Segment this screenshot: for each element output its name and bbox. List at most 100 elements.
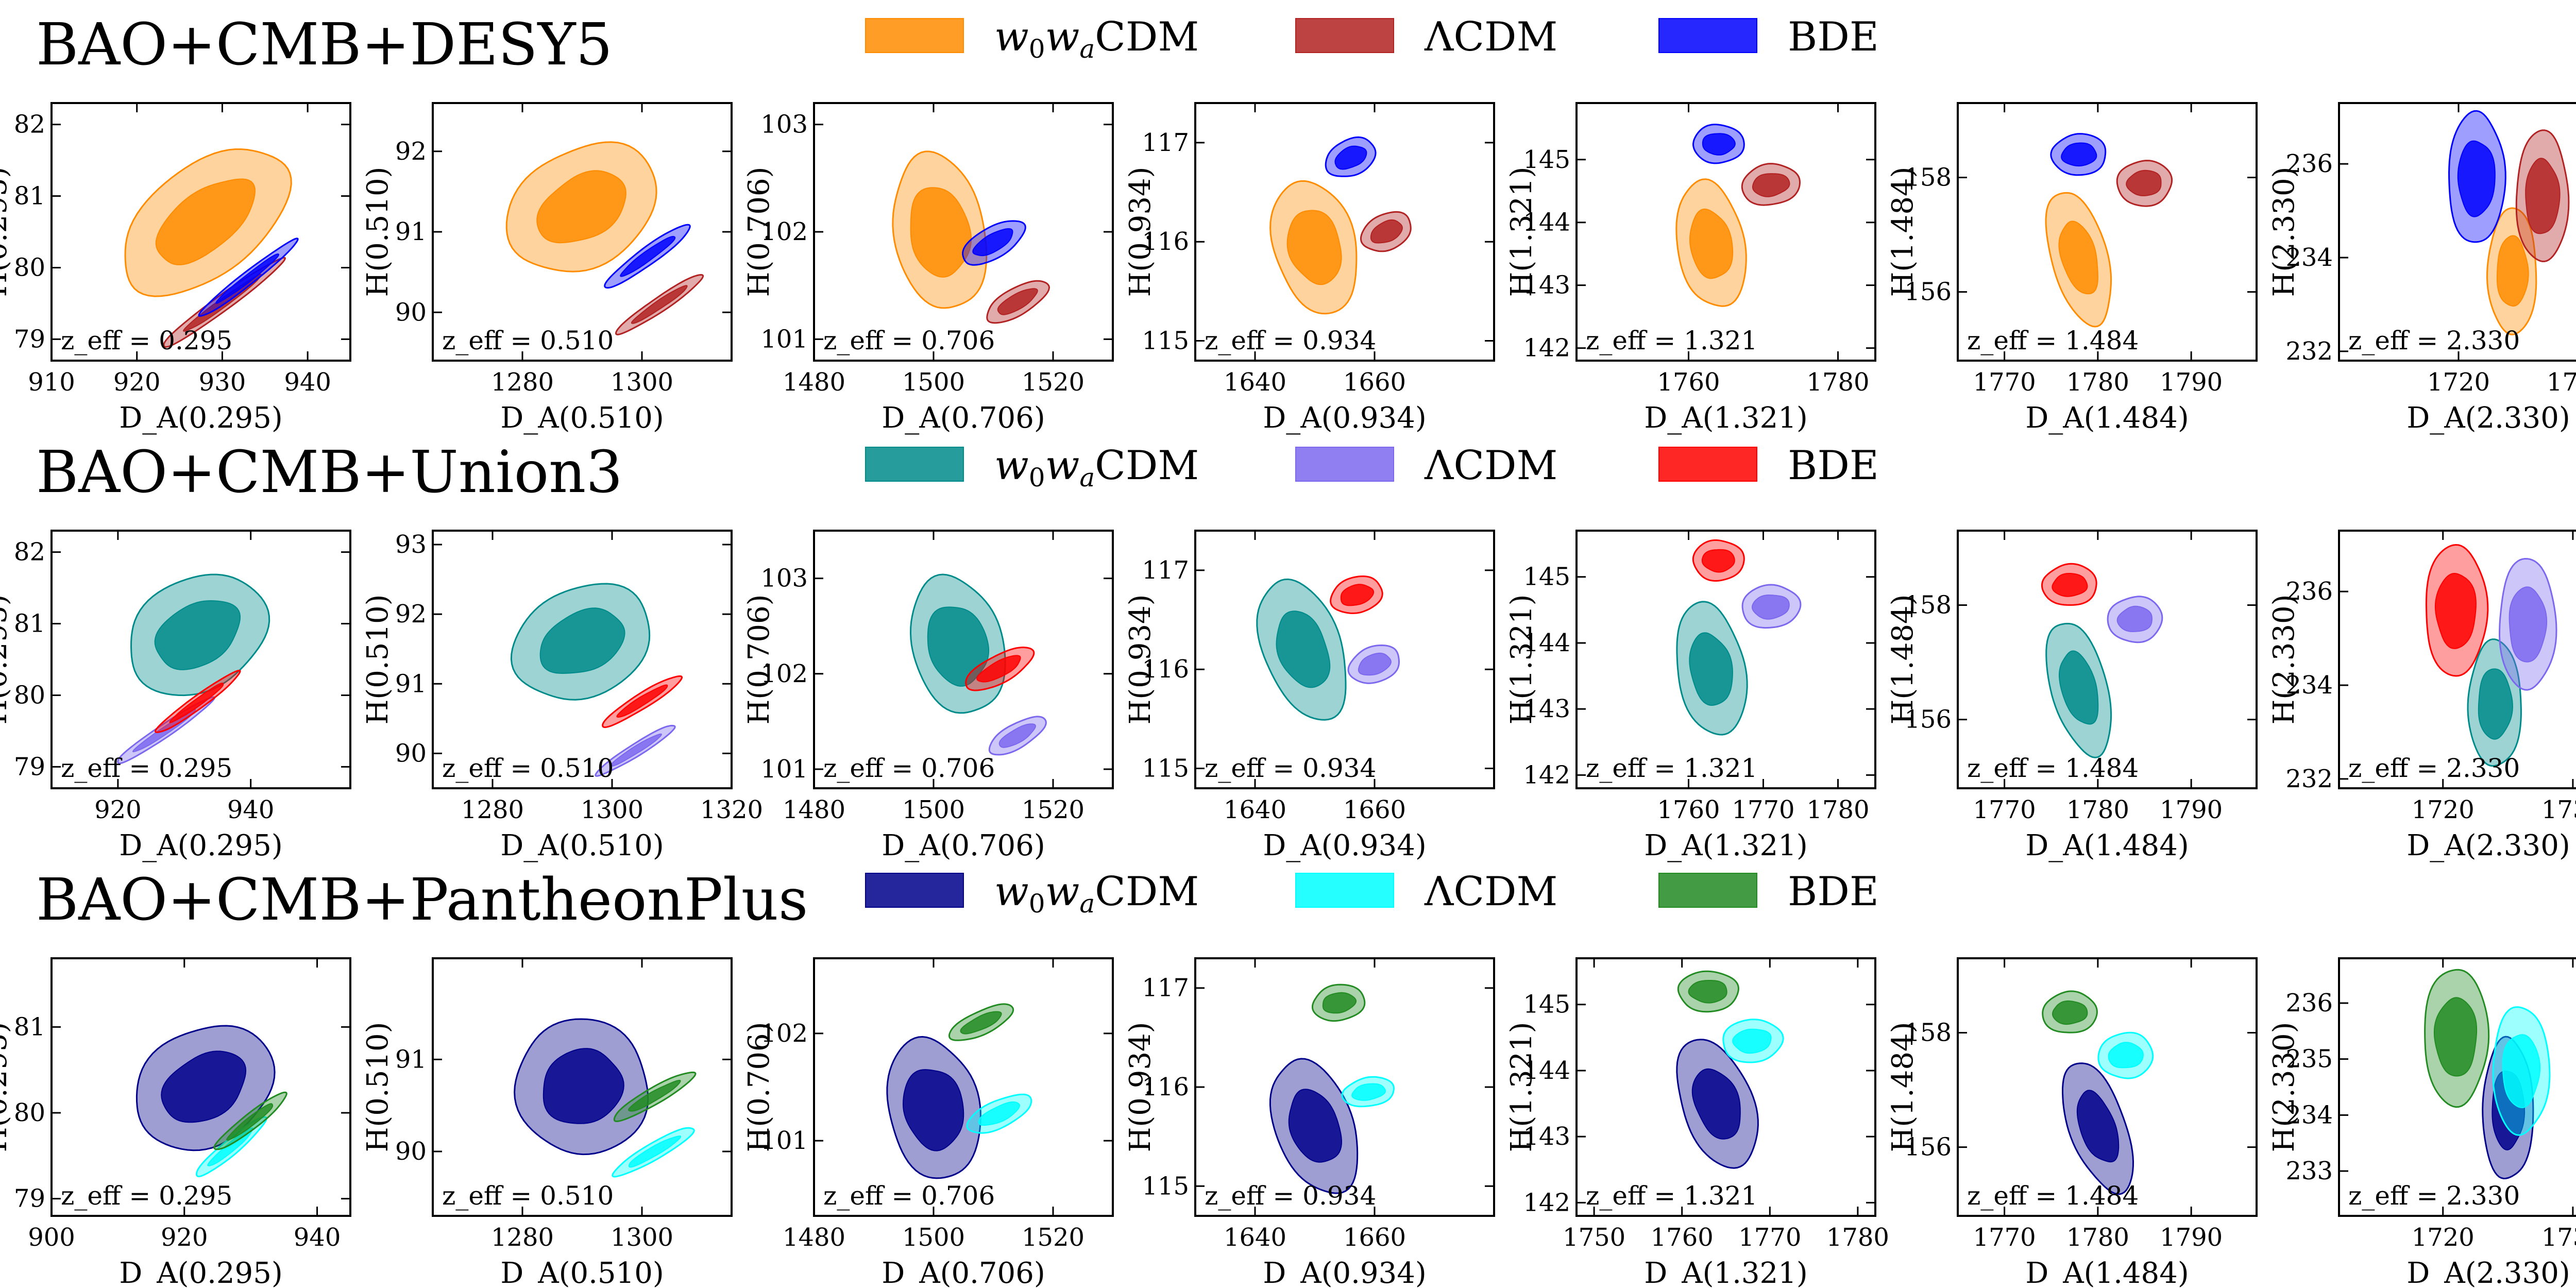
contours: [2448, 110, 2570, 335]
contours: [514, 1018, 697, 1178]
legend-label: BDE: [1788, 443, 1879, 489]
y-axis-label: H(1.321): [1505, 167, 1538, 297]
y-axis-label: H(2.330): [2267, 167, 2301, 297]
z-eff-label: z_eff = 0.706: [823, 753, 995, 783]
y-tick-label: 236: [2285, 149, 2333, 178]
y-axis-label: H(1.321): [1505, 595, 1538, 725]
contour-1sigma-LCDM: [1358, 652, 1392, 676]
y-axis-label: H(0.510): [361, 595, 395, 725]
legend-label: w0waCDM: [994, 14, 1199, 64]
y-tick-label: 80: [14, 681, 45, 709]
legend-entry: ΛCDM: [1295, 443, 1557, 489]
x-tick-label: 1640: [1224, 795, 1286, 824]
legend-label: ΛCDM: [1424, 14, 1557, 60]
y-tick-label: 90: [395, 298, 427, 327]
y-tick-label: 158: [1904, 163, 1952, 192]
contour-1sigma-LCDM: [997, 288, 1038, 315]
contours: [2045, 133, 2173, 328]
x-axis-label: D_A(0.295): [119, 829, 282, 862]
panel-frame: [1194, 102, 1495, 362]
legend-label: w0waCDM: [994, 443, 1199, 493]
y-axis-label: H(0.934): [1124, 1022, 1157, 1153]
x-tick-label: 1480: [783, 795, 845, 824]
x-axis-label: D_A(0.510): [500, 1257, 664, 1288]
contours: [1269, 136, 1412, 315]
panel-frame: [1575, 530, 1876, 789]
y-tick-label: 236: [2285, 577, 2333, 606]
panel-z1.321: 1750 1760 1770 1780 142 143 144 145 D_A(1.321) H(…: [1505, 957, 1889, 1288]
z-eff-label: z_eff = 1.321: [1586, 1181, 1757, 1211]
x-axis-label: D_A(1.321): [1644, 829, 1807, 862]
panel-frame: [2338, 530, 2576, 789]
y-tick-label: 236: [2285, 989, 2333, 1018]
y-tick-label: 143: [1523, 1122, 1570, 1151]
panel-z2.330: 1720 1730 232 234 236 D_A(2.330) H(2.330) z_eff…: [2267, 102, 2576, 435]
z-eff-label: z_eff = 0.510: [442, 753, 614, 783]
y-tick-label: 81: [14, 1012, 45, 1041]
contour-1sigma-BDE: [1702, 133, 1736, 156]
row-3: BAO+CMB+PantheonPlus w0waCDM ΛCDM BDE 900 920…: [0, 867, 2576, 1288]
contours: [1676, 970, 1784, 1169]
x-axis-label: D_A(0.706): [882, 829, 1045, 862]
y-axis-label: H(2.330): [2267, 595, 2301, 725]
y-tick-label: 80: [14, 1098, 45, 1127]
contours: [909, 573, 1047, 756]
contour-1sigma-BDE: [1701, 549, 1735, 573]
panel-frame: [50, 102, 351, 362]
legend-swatch: [865, 18, 964, 53]
contours: [1269, 984, 1395, 1194]
y-tick-label: 115: [1142, 1172, 1189, 1200]
contour-1sigma-BDE: [2052, 1000, 2088, 1025]
z-eff-label: z_eff = 0.934: [1205, 753, 1376, 783]
x-tick-label: 1790: [2160, 368, 2223, 397]
x-tick-label: 1780: [2066, 795, 2129, 824]
x-tick-label: 1780: [1806, 795, 1869, 824]
legend-entry: BDE: [1658, 14, 1879, 60]
x-tick-label: 1500: [902, 795, 965, 824]
x-tick-label: 900: [28, 1223, 75, 1252]
legend-swatch: [1295, 873, 1394, 908]
x-axis-label: D_A(0.295): [119, 401, 282, 435]
x-tick-label: 1300: [611, 368, 673, 397]
x-tick-label: 1660: [1343, 1223, 1406, 1252]
y-tick-label: 92: [395, 137, 427, 166]
z-eff-label: z_eff = 0.295: [61, 326, 232, 355]
y-tick-label: 144: [1523, 208, 1570, 237]
panel-z0.510: 1280 1300 90 91 92 D_A(0.510) H(0.510) z_eff = …: [361, 102, 733, 435]
contours: [1675, 124, 1801, 307]
y-tick-label: 103: [760, 564, 808, 593]
panel-frame: [432, 957, 733, 1217]
y-tick-label: 144: [1523, 1056, 1570, 1085]
legend-label: ΛCDM: [1424, 869, 1557, 915]
x-tick-label: 1730: [2541, 795, 2576, 824]
contour-1sigma-w0waCDM: [1276, 611, 1331, 688]
y-axis-label: H(1.484): [1886, 167, 1920, 297]
contour-1sigma-BDE: [628, 1079, 681, 1112]
row-2: BAO+CMB+Union3 w0waCDM ΛCDM BDE 920 940 79 80 81…: [0, 439, 2576, 862]
x-tick-label: 1760: [1657, 368, 1720, 397]
contour-1sigma-w0waCDM: [2076, 1090, 2120, 1163]
contour-1sigma-w0waCDM: [543, 1048, 624, 1124]
legend-swatch: [1658, 447, 1757, 482]
contour-1sigma-w0waCDM: [910, 187, 972, 278]
row-title: BAO+CMB+PantheonPlus: [36, 867, 808, 934]
panel-z0.934: 1640 1660 115 116 117 D_A(0.934) H(0.934) z_eff…: [1124, 957, 1495, 1288]
y-tick-label: 91: [395, 1045, 427, 1074]
contour-1sigma-BDE: [2457, 140, 2496, 217]
x-tick-label: 1780: [2066, 1223, 2129, 1252]
panel-z0.706: 1480 1500 1520 101 102 D_A(0.706) H(0.706) z_ef…: [742, 957, 1114, 1288]
panel-frame: [1575, 102, 1876, 362]
y-tick-label: 91: [395, 669, 427, 698]
y-tick-label: 79: [14, 1184, 45, 1213]
x-axis-label: D_A(2.330): [2406, 1257, 2570, 1288]
x-tick-label: 1480: [783, 1223, 845, 1252]
contour-1sigma-LCDM: [611, 733, 662, 767]
z-eff-label: z_eff = 0.510: [442, 1181, 614, 1211]
panel-z1.321: 1760 1780 142 143 144 145 D_A(1.321) H(1.321) z_…: [1505, 102, 1876, 435]
x-axis-label: D_A(0.706): [882, 1257, 1045, 1288]
panel-z0.706: 1480 1500 1520 101 102 103 D_A(0.706) H(0.706) z…: [742, 102, 1114, 435]
y-axis-label: H(0.934): [1124, 167, 1157, 297]
z-eff-label: z_eff = 2.330: [2348, 326, 2520, 355]
contour-1sigma-w0waCDM: [1691, 1068, 1741, 1140]
contour-1sigma-LCDM: [2108, 1042, 2144, 1069]
